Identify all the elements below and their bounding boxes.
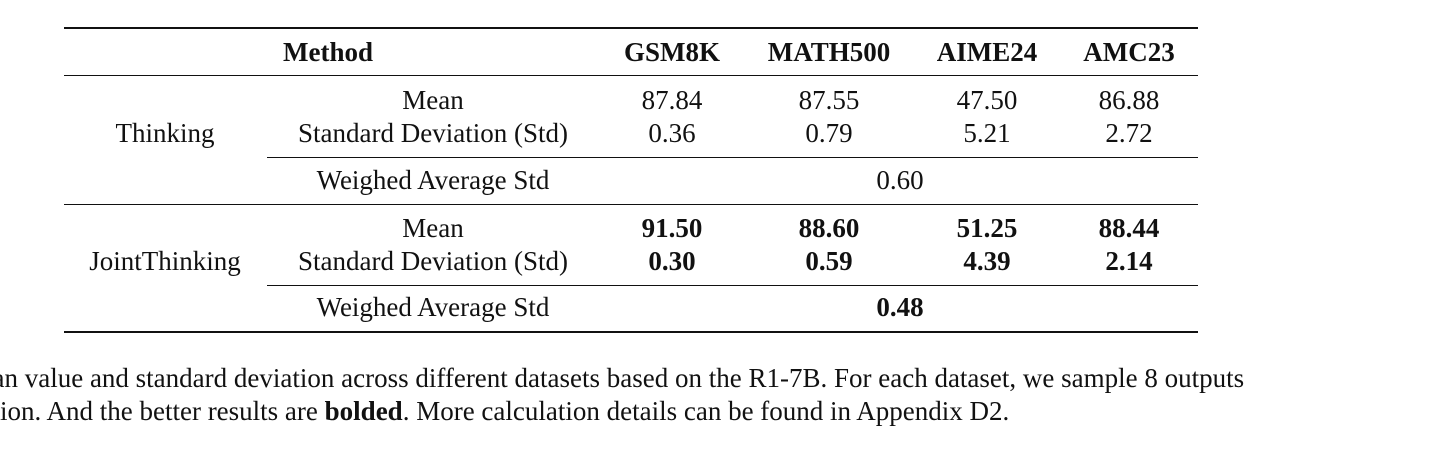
- row-label-std: Standard Deviation (Std): [298, 246, 568, 276]
- row-label-std: Standard Deviation (Std): [298, 118, 568, 148]
- jointthinking-std-gsm8k: 0.30: [648, 246, 696, 276]
- thinking-inner-rule: [267, 157, 1198, 158]
- header-method: Method: [283, 37, 373, 67]
- thinking-std-aime24: 5.21: [963, 118, 1011, 148]
- row-label-mean: Mean: [402, 85, 464, 115]
- group-label-jointthinking: JointThinking: [89, 246, 241, 276]
- thinking-mean-math500: 87.55: [798, 85, 860, 115]
- row-label-mean: Mean: [402, 213, 464, 243]
- thinking-weighted-std: 0.60: [876, 165, 924, 195]
- jointthinking-mean-aime24: 51.25: [956, 213, 1018, 243]
- caption-text: . More calculation details can be found …: [402, 396, 1010, 426]
- thinking-std-amc23: 2.72: [1105, 118, 1153, 148]
- jointthinking-mean-gsm8k: 91.50: [641, 213, 703, 243]
- jointthinking-mean-math500: 88.60: [798, 213, 860, 243]
- header-rule: [64, 75, 1198, 76]
- jointthinking-std-aime24: 4.39: [963, 246, 1011, 276]
- caption-text: tation. And the better results are: [0, 396, 325, 426]
- row-label-weighted-std: Weighed Average Std: [316, 165, 550, 195]
- row-label-weighted-std: Weighed Average Std: [316, 292, 550, 322]
- caption-line-1: lean value and standard deviation across…: [0, 363, 1245, 393]
- header-gsm8k: GSM8K: [623, 37, 721, 67]
- bottom-rule: [64, 331, 1198, 333]
- top-rule: [64, 27, 1198, 29]
- thinking-mean-gsm8k: 87.84: [641, 85, 703, 115]
- group-label-thinking: Thinking: [115, 118, 215, 148]
- thinking-std-gsm8k: 0.36: [648, 118, 696, 148]
- jointthinking-inner-rule: [267, 285, 1198, 286]
- caption-bold-word: bolded: [324, 396, 403, 426]
- thinking-mean-amc23: 86.88: [1098, 85, 1160, 115]
- group-separator-rule: [64, 204, 1198, 205]
- caption-line-2: tation. And the better results are bolde…: [0, 395, 1009, 427]
- thinking-std-math500: 0.79: [805, 118, 853, 148]
- jointthinking-weighted-std: 0.48: [876, 292, 924, 322]
- jointthinking-std-math500: 0.59: [805, 246, 853, 276]
- thinking-mean-aime24: 47.50: [956, 85, 1018, 115]
- jointthinking-std-amc23: 2.14: [1105, 246, 1153, 276]
- header-math500: MATH500: [767, 37, 891, 67]
- jointthinking-mean-amc23: 88.44: [1098, 213, 1160, 243]
- header-amc23: AMC23: [1083, 37, 1175, 67]
- header-aime24: AIME24: [936, 37, 1038, 67]
